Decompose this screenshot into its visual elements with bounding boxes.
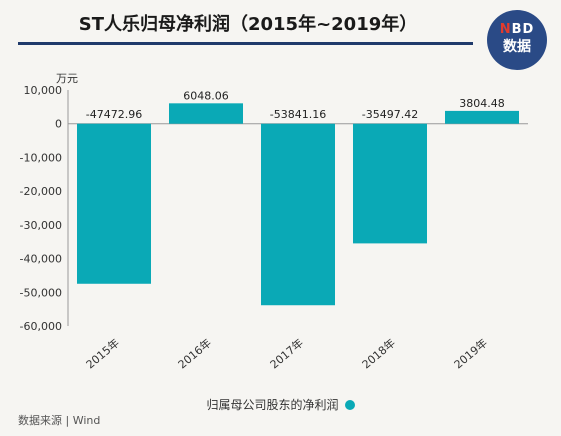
x-tick-label: 2016年 bbox=[175, 336, 214, 372]
bar bbox=[169, 103, 243, 124]
chart-title: ST人乐归母净利润（2015年~2019年） bbox=[78, 14, 418, 35]
data-label: 3804.48 bbox=[459, 97, 505, 110]
data-label: 6048.06 bbox=[183, 89, 229, 102]
badge-top-text: NBD bbox=[487, 22, 547, 38]
y-tick-label: 10,000 bbox=[24, 84, 63, 97]
y-tick-label: -10,000 bbox=[20, 151, 62, 164]
nbd-logo-badge: NBD 数据 bbox=[487, 10, 547, 70]
y-axis-unit: 万元 bbox=[56, 72, 78, 85]
data-label: -47472.96 bbox=[86, 108, 142, 121]
x-tick-label: 2015年 bbox=[83, 336, 122, 372]
y-tick-label: -40,000 bbox=[20, 253, 62, 266]
x-tick-label: 2017年 bbox=[267, 336, 306, 372]
x-tick-label: 2018年 bbox=[359, 336, 398, 372]
legend-label: 归属母公司股东的净利润 bbox=[206, 398, 339, 412]
y-tick-label: -50,000 bbox=[20, 286, 62, 299]
data-label: -53841.16 bbox=[270, 108, 326, 121]
legend: 归属母公司股东的净利润 bbox=[0, 396, 561, 413]
data-label: -35497.42 bbox=[362, 108, 418, 121]
bar bbox=[77, 123, 151, 284]
legend-swatch bbox=[344, 400, 355, 410]
bar bbox=[261, 123, 335, 306]
y-tick-label: -30,000 bbox=[20, 219, 62, 232]
badge-bd-letters: BD bbox=[511, 22, 535, 37]
badge-bottom-text: 数据 bbox=[503, 39, 531, 55]
y-tick-label: 0 bbox=[55, 118, 62, 131]
badge-n-letter: N bbox=[499, 22, 512, 37]
bar bbox=[353, 123, 427, 244]
title-underline bbox=[18, 42, 473, 45]
y-tick-label: -60,000 bbox=[20, 320, 62, 333]
y-tick-label: -20,000 bbox=[20, 185, 62, 198]
data-source: 数据来源 | Wind bbox=[18, 414, 101, 427]
x-tick-label: 2019年 bbox=[451, 336, 490, 372]
bar bbox=[445, 110, 519, 124]
